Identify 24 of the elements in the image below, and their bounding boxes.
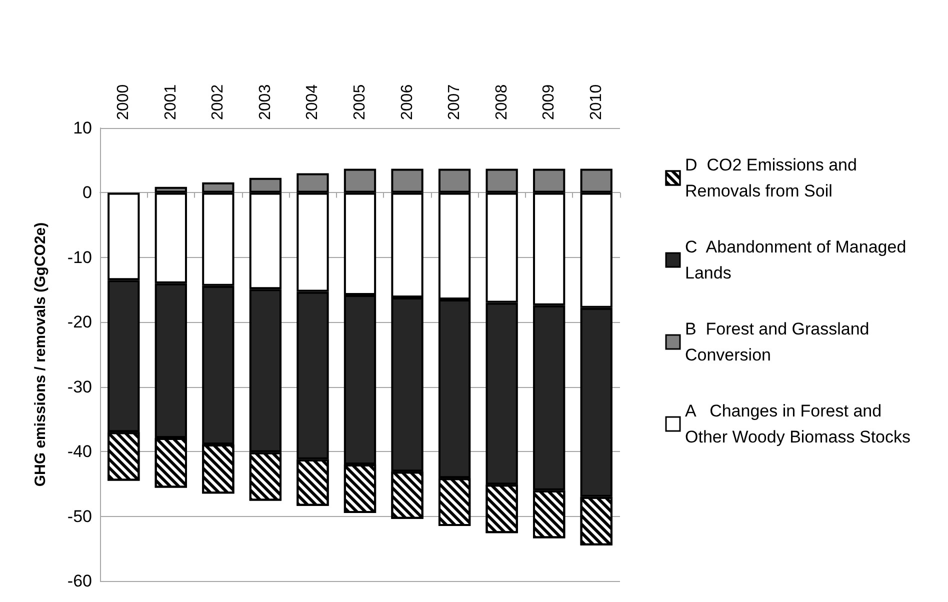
y-tick-label: -10 [67, 248, 92, 267]
legend-label: D CO2 Emissions and Removals from Soil [685, 156, 862, 200]
y-tick-label: -60 [67, 572, 92, 590]
x-tick-label: 2006 [398, 84, 416, 120]
y-tick-label: -20 [67, 312, 92, 332]
x-tick-label: 2000 [115, 84, 132, 120]
x-tick-label: 2005 [352, 84, 368, 120]
x-tick-label: 2004 [304, 84, 322, 120]
y-axis-title: GHG emissions / removals (GgCO2e) [32, 222, 49, 487]
x-tick-label: 2010 [588, 84, 605, 120]
x-tick-label: 2002 [210, 84, 227, 120]
x-tick-label: 2009 [540, 84, 558, 120]
legend-label: B Forest and Grassland Conversion [685, 320, 874, 364]
legend-label: C Abandonment of Managed Lands [685, 238, 911, 282]
y-tick-label: 10 [73, 118, 92, 138]
y-tick-label: -50 [67, 506, 92, 526]
x-tick-label: 2008 [493, 84, 510, 120]
y-tick-label: 0 [82, 183, 92, 202]
y-tick-label: -30 [67, 377, 92, 396]
legend-label: A Changes in Forest and Other Woody Biomass Stocks [685, 402, 910, 446]
x-tick-label: 2001 [162, 84, 180, 120]
x-tick-label: 2003 [256, 84, 274, 120]
x-tick-label: 2007 [446, 84, 464, 120]
y-tick-label: -40 [67, 442, 92, 462]
